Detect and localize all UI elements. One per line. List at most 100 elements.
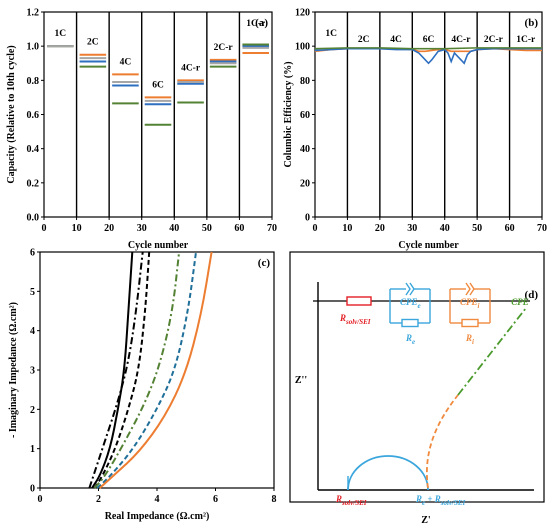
- segment-label: 6C: [423, 35, 435, 45]
- segment-label: 4C-r: [451, 35, 471, 45]
- y-tick-label: 0: [30, 484, 35, 495]
- equivalent-circuit-diagram: (d) Z'' Z' Rsolv/SEI CPEe Re CPEi Ri CPE Rsolv/SE…: [289, 251, 545, 526]
- x-tick-label: 60: [505, 223, 515, 234]
- interface-block-cpe-label: CPEi: [460, 297, 480, 310]
- plot-frame: [39, 251, 275, 489]
- x-axis-label: Cycle number: [398, 240, 459, 251]
- x-axis-label: Cycle number: [128, 240, 189, 251]
- segment-label: 4C: [390, 35, 402, 45]
- y-tick-label: 20: [300, 178, 310, 189]
- interface-block-resistor: [461, 318, 479, 328]
- y-axis-label: - Imaginary Impedance (Ω.cm²): [8, 302, 19, 438]
- segment-label: 4C: [120, 57, 132, 67]
- y-tick-label: 60: [300, 110, 310, 121]
- series-line: [91, 251, 134, 489]
- x-axis-label: Real Impedance (Ω.cm²): [105, 511, 210, 522]
- y-tick-label: 0.2: [27, 178, 40, 189]
- segment-label: 2C: [358, 35, 370, 45]
- x-tick-label: 6: [213, 494, 218, 505]
- x-tick-label: 10: [72, 223, 82, 234]
- x-tick-label: 70: [267, 223, 277, 234]
- semicircle-arc: [347, 455, 429, 491]
- x-tick-label: 40: [169, 223, 179, 234]
- panel-frame: [289, 251, 545, 503]
- segment-label: 4C-r: [181, 63, 201, 73]
- resistor-solv-sei-label: Rsolv/SEI: [339, 313, 371, 326]
- x-tick-label: 20: [104, 223, 114, 234]
- x-tick-label: 0: [38, 494, 43, 505]
- y-tick-label: 1.2: [27, 8, 40, 19]
- y-tick-label: 120: [295, 8, 310, 19]
- x-tick-label: 4: [155, 494, 160, 505]
- series-line: [88, 251, 144, 489]
- x-tick-label: 50: [472, 223, 482, 234]
- y-tick-label: 5: [30, 287, 35, 298]
- x-tick-label: 30: [137, 223, 147, 234]
- series-line: [314, 47, 542, 65]
- y-tick-label: 100: [295, 42, 310, 53]
- segment-label: 1C-r: [246, 19, 266, 29]
- x-tick-label: 60: [234, 223, 244, 234]
- segment-label: 1C: [325, 29, 337, 39]
- y-tick-label: 40: [300, 144, 310, 155]
- axis-label-re-plus-rsolv: Re + Rsolv/SEI: [415, 494, 466, 507]
- segment-label: 2C-r: [484, 35, 504, 45]
- cpe-dashdot-line: [457, 307, 527, 396]
- series-line: [314, 47, 542, 50]
- electrolyte-block-resistor-label: Re: [405, 333, 415, 346]
- electrolyte-block-cpe-symbol: [405, 282, 415, 296]
- y-tick-label: 0.0: [27, 213, 40, 224]
- segment-label: 2C-r: [214, 43, 234, 53]
- resistor-solv-sei: [346, 296, 372, 306]
- x-tick-label: 2: [96, 494, 101, 505]
- y-axis-label: Z'': [295, 375, 307, 386]
- panel-label: (a): [255, 17, 268, 29]
- x-tick-label: 40: [440, 223, 450, 234]
- segment-label: 2C: [87, 38, 99, 48]
- series-line: [96, 251, 197, 489]
- axis-label-r-solv-sei: Rsolv/SEI: [335, 494, 367, 507]
- series-line: [99, 251, 213, 489]
- diffusion-dashed-curve: [425, 394, 459, 489]
- cpe-label: CPE: [511, 297, 529, 307]
- x-tick-label: 0: [313, 223, 318, 234]
- y-tick-label: 4: [30, 326, 35, 337]
- electrolyte-block-cpe-label: CPEe: [400, 297, 421, 310]
- series-line: [93, 251, 181, 489]
- series-line: [93, 251, 151, 489]
- y-tick-label: 6: [30, 248, 35, 259]
- y-axis-label: Columbic Efficiency (%): [283, 61, 294, 167]
- plot-frame: [43, 11, 273, 218]
- x-tick-label: 8: [272, 494, 277, 505]
- y-tick-label: 0.6: [27, 110, 40, 121]
- interface-block-resistor-label: Ri: [465, 333, 474, 346]
- segment-label: 1C-r: [516, 35, 536, 45]
- y-tick-label: 1: [30, 444, 35, 455]
- y-tick-label: 1.0: [27, 42, 40, 53]
- y-axis-label: Capacity (Relative to 10th cycle): [6, 45, 17, 183]
- panel-label: (d): [525, 289, 539, 301]
- panel-label: (b): [525, 17, 539, 29]
- electrolyte-block-resistor: [401, 318, 419, 328]
- x-axis-label: Z': [421, 515, 431, 526]
- y-tick-label: 2: [30, 405, 35, 416]
- y-tick-label: 80: [300, 76, 310, 87]
- capacity-chart: 0 10 20 30 40 50 60 70 0.0 0.2 0.4 0.6 0.8 1.0 1.2 Cycl…: [6, 8, 277, 252]
- x-tick-label: 30: [407, 223, 417, 234]
- x-tick-label: 10: [342, 223, 352, 234]
- interface-block-cpe-symbol: [465, 282, 475, 296]
- x-tick-label: 0: [42, 223, 47, 234]
- y-tick-label: 0.8: [27, 76, 40, 87]
- y-tick-label: 0.4: [27, 144, 40, 155]
- panel-label: (c): [258, 257, 271, 269]
- segment-label: 1C: [54, 29, 66, 39]
- x-tick-label: 50: [202, 223, 212, 234]
- x-tick-label: 20: [375, 223, 385, 234]
- segment-label: 6C: [152, 80, 164, 90]
- y-tick-label: 0: [305, 213, 310, 224]
- x-tick-label: 70: [537, 223, 547, 234]
- coulombic-efficiency-chart: 0 10 20 30 40 50 60 70 0 20 40 60 80 100 120 Cycle numb…: [283, 8, 547, 252]
- y-tick-label: 3: [30, 366, 35, 377]
